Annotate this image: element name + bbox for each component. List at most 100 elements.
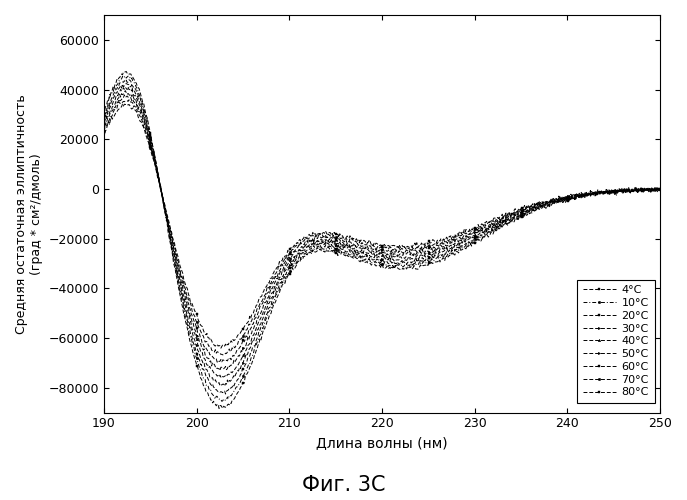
70°C xyxy=(429,242,438,248)
70°C xyxy=(199,333,207,339)
40°C xyxy=(245,342,253,348)
70°C xyxy=(245,321,253,327)
80°C xyxy=(353,238,361,244)
60°C xyxy=(520,206,528,212)
50°C xyxy=(520,208,528,214)
30°C xyxy=(221,383,229,389)
40°C xyxy=(520,208,528,214)
80°C xyxy=(656,186,664,192)
10°C xyxy=(429,258,438,264)
50°C xyxy=(353,244,361,250)
30°C xyxy=(122,80,131,86)
50°C xyxy=(429,246,438,252)
20°C xyxy=(199,366,207,372)
20°C xyxy=(125,77,133,83)
20°C xyxy=(221,391,229,397)
10°C xyxy=(125,73,133,79)
20°C xyxy=(353,252,361,258)
40°C xyxy=(124,84,132,90)
Line: 70°C: 70°C xyxy=(102,98,662,356)
10°C xyxy=(520,210,528,216)
50°C xyxy=(100,120,108,126)
70°C xyxy=(353,238,361,244)
4°C xyxy=(122,68,131,74)
80°C xyxy=(429,237,438,243)
30°C xyxy=(473,235,482,241)
40°C xyxy=(353,248,361,254)
40°C xyxy=(429,248,438,254)
10°C xyxy=(353,254,361,260)
40°C xyxy=(656,186,664,192)
20°C xyxy=(520,210,528,216)
4°C xyxy=(215,406,223,411)
Line: 20°C: 20°C xyxy=(102,78,662,396)
Line: 10°C: 10°C xyxy=(102,74,662,402)
60°C xyxy=(213,359,221,365)
40°C xyxy=(199,354,207,360)
70°C xyxy=(520,206,528,212)
70°C xyxy=(656,188,664,194)
50°C xyxy=(216,368,224,374)
30°C xyxy=(520,212,528,218)
X-axis label: Длина волны (нм): Длина волны (нм) xyxy=(316,436,448,450)
10°C xyxy=(199,375,207,381)
70°C xyxy=(125,97,133,103)
4°C xyxy=(473,238,482,244)
30°C xyxy=(353,250,361,256)
50°C xyxy=(245,337,253,343)
80°C xyxy=(100,130,108,136)
20°C xyxy=(473,233,482,239)
60°C xyxy=(429,244,438,250)
4°C xyxy=(245,367,253,373)
10°C xyxy=(245,361,253,367)
10°C xyxy=(473,236,482,242)
40°C xyxy=(217,374,225,380)
50°C xyxy=(121,88,129,94)
80°C xyxy=(520,202,528,208)
50°C xyxy=(199,347,207,353)
20°C xyxy=(245,354,253,360)
10°C xyxy=(656,188,664,194)
Line: 50°C: 50°C xyxy=(102,90,662,372)
Line: 80°C: 80°C xyxy=(102,102,662,350)
60°C xyxy=(100,124,108,130)
Legend: 4°C, 10°C, 20°C, 30°C, 40°C, 50°C, 60°C, 70°C, 80°C: 4°C, 10°C, 20°C, 30°C, 40°C, 50°C, 60°C,… xyxy=(577,280,655,403)
10°C xyxy=(218,398,226,404)
80°C xyxy=(473,224,482,230)
Text: Фиг. 3C: Фиг. 3C xyxy=(302,475,385,495)
80°C xyxy=(217,345,225,351)
70°C xyxy=(473,227,482,233)
Line: 4°C: 4°C xyxy=(102,70,662,409)
30°C xyxy=(199,361,207,367)
Y-axis label: Средняя остаточная эллиптичность
(град * см²/дмоль): Средняя остаточная эллиптичность (град *… xyxy=(15,94,43,334)
60°C xyxy=(473,226,482,232)
40°C xyxy=(473,230,482,235)
60°C xyxy=(199,342,207,347)
30°C xyxy=(245,346,253,352)
60°C xyxy=(120,92,128,98)
40°C xyxy=(100,119,108,125)
20°C xyxy=(656,186,664,192)
80°C xyxy=(199,327,207,333)
Line: 40°C: 40°C xyxy=(102,86,662,378)
4°C xyxy=(199,382,207,388)
Line: 60°C: 60°C xyxy=(102,94,662,364)
60°C xyxy=(353,240,361,246)
60°C xyxy=(656,186,664,192)
50°C xyxy=(656,186,664,192)
20°C xyxy=(100,114,108,119)
Line: 30°C: 30°C xyxy=(102,82,662,388)
70°C xyxy=(100,128,108,134)
80°C xyxy=(245,318,253,324)
30°C xyxy=(100,116,108,122)
70°C xyxy=(218,352,227,358)
30°C xyxy=(656,186,664,192)
4°C xyxy=(100,106,108,112)
80°C xyxy=(123,101,131,107)
60°C xyxy=(245,327,253,333)
4°C xyxy=(429,260,438,266)
4°C xyxy=(656,185,664,191)
20°C xyxy=(429,256,438,262)
10°C xyxy=(100,110,108,116)
30°C xyxy=(429,250,438,256)
